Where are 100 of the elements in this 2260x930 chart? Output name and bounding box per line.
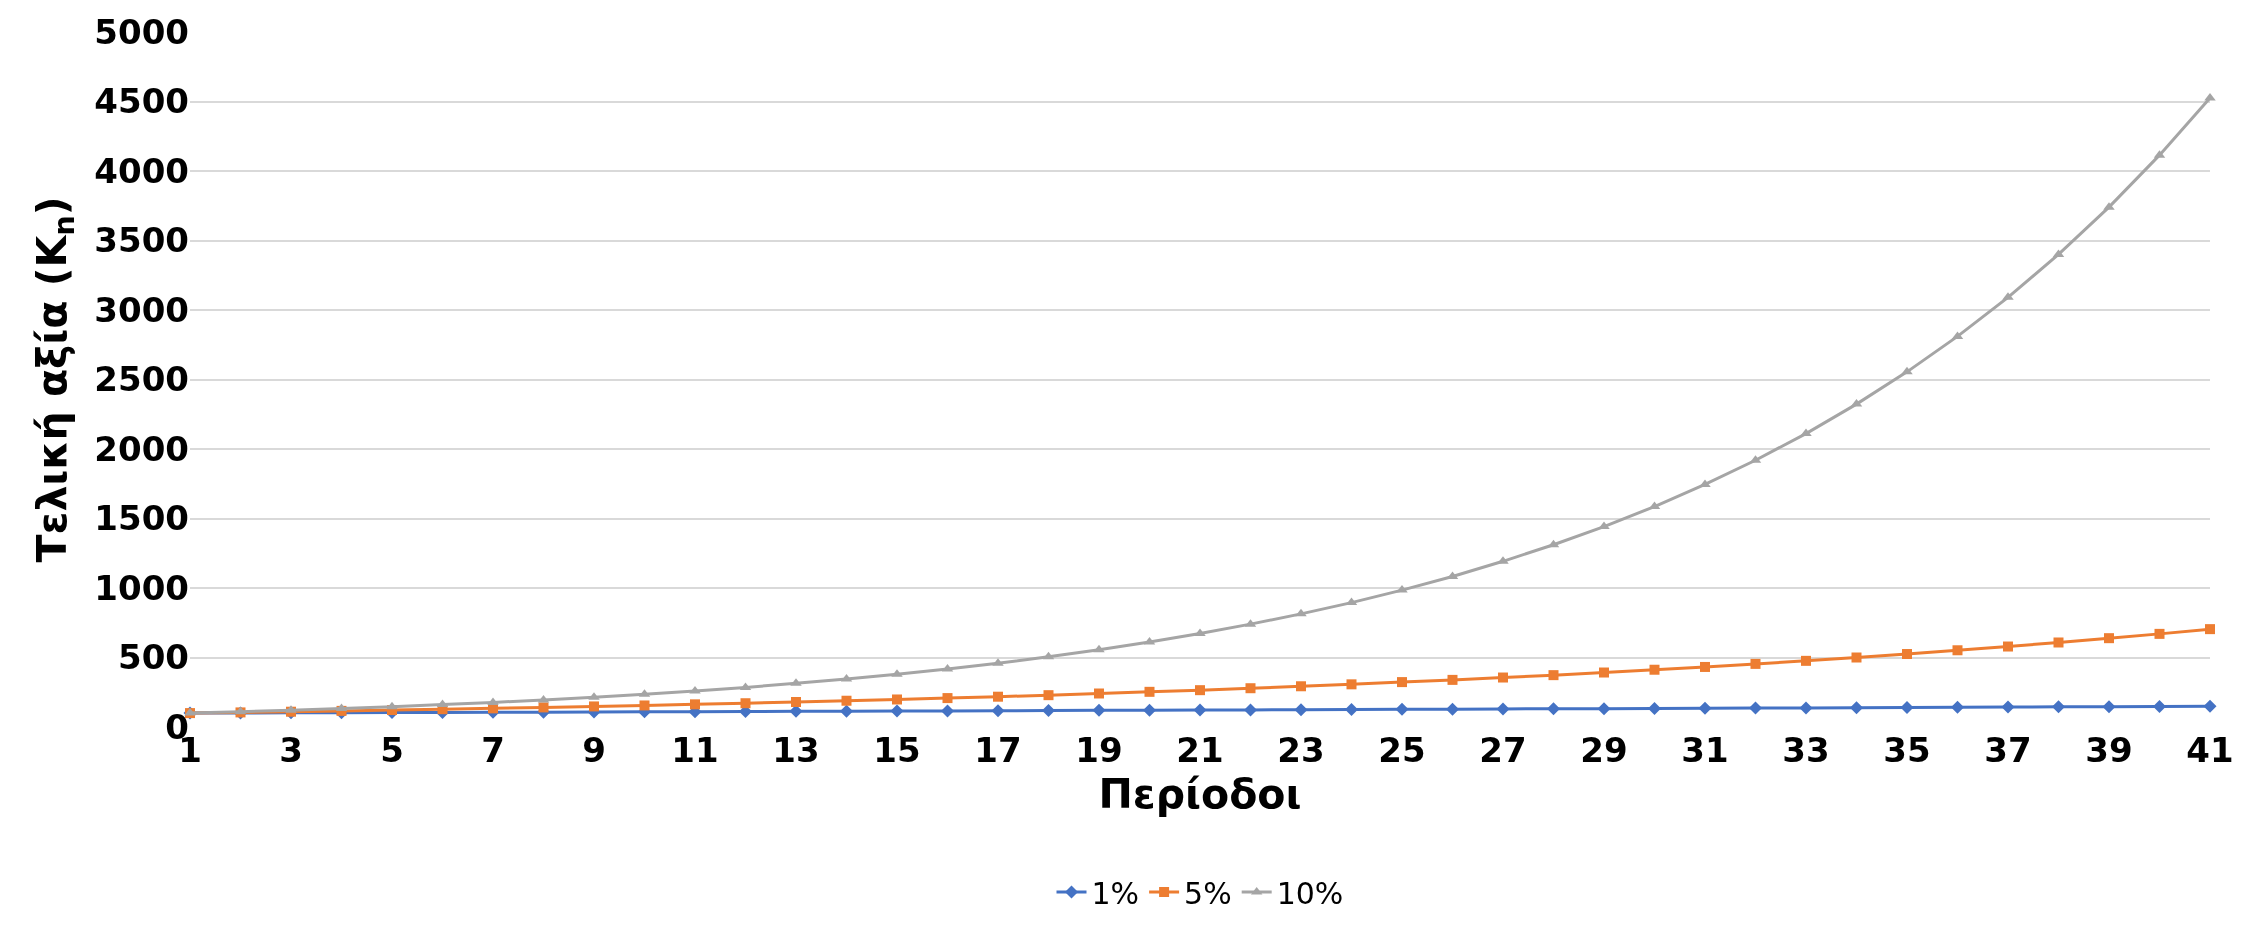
point — [589, 701, 599, 712]
point — [791, 696, 801, 707]
point — [1902, 649, 1912, 660]
point — [1599, 667, 1609, 678]
point — [1244, 703, 1257, 717]
x-tick-label: 21 — [1176, 730, 1224, 770]
x-tick-label: 37 — [1984, 730, 2032, 770]
y-tick-label: 4500 — [94, 81, 189, 122]
point — [892, 694, 902, 705]
point — [2205, 624, 2215, 635]
point — [1245, 683, 1256, 694]
point — [639, 700, 650, 711]
point — [1951, 700, 1964, 714]
point — [386, 701, 398, 710]
x-tick-label: 19 — [1075, 730, 1123, 770]
y-tick-label: 5000 — [94, 11, 189, 52]
point — [1750, 658, 1761, 669]
legend-label: 1% — [1091, 875, 1140, 911]
x-tick-label: 31 — [1681, 730, 1729, 770]
x-axis-title: Περίοδοι — [1098, 770, 1302, 818]
point — [1296, 681, 1306, 692]
point — [1395, 702, 1409, 716]
point — [1195, 685, 1205, 696]
point — [1446, 702, 1459, 716]
point — [2154, 628, 2165, 639]
y-tick-label: 1500 — [94, 498, 189, 539]
point — [1496, 702, 1510, 716]
point — [1345, 702, 1358, 716]
point — [1043, 690, 1054, 701]
point — [2053, 637, 2064, 648]
point — [890, 704, 904, 718]
x-tick-label: 17 — [974, 730, 1022, 770]
x-tick-label: 35 — [1883, 730, 1931, 770]
legend-label: 10% — [1276, 875, 1344, 911]
point — [1698, 701, 1712, 715]
point — [1649, 664, 1660, 675]
x-tick-label: 39 — [2085, 730, 2133, 770]
point — [2104, 633, 2114, 644]
point — [690, 699, 700, 710]
point — [1800, 428, 1812, 437]
x-tick-label: 5 — [380, 730, 404, 770]
point — [1648, 702, 1661, 716]
x-tick-label: 7 — [481, 730, 505, 770]
y-tick-label: 3000 — [94, 289, 189, 330]
point — [1801, 655, 1811, 666]
x-tick-label: 33 — [1782, 730, 1830, 770]
x-tick-label: 29 — [1580, 730, 1628, 770]
legend-label: 5% — [1184, 875, 1232, 911]
point — [2001, 700, 2015, 714]
x-tick-label: 27 — [1479, 730, 1527, 770]
point — [1749, 701, 1762, 715]
point — [1498, 672, 1508, 683]
point — [1143, 703, 1156, 717]
point — [1094, 688, 1104, 699]
point — [1093, 644, 1105, 653]
x-tick-label: 25 — [1378, 730, 1426, 770]
point — [1092, 703, 1106, 717]
y-tick-label: 500 — [118, 637, 189, 678]
point — [1144, 686, 1155, 697]
point — [1597, 702, 1611, 716]
y-tick-label: 2500 — [94, 359, 189, 400]
y-tick-label: 4000 — [94, 150, 189, 191]
point — [1346, 679, 1357, 690]
x-tick-label: 41 — [2186, 730, 2234, 770]
point — [538, 702, 549, 713]
point — [942, 693, 953, 704]
y-tick-label: 2000 — [94, 428, 189, 469]
point — [2102, 700, 2116, 714]
point — [1548, 670, 1559, 681]
y-tick-label: 3500 — [94, 220, 189, 261]
x-tick-label: 15 — [873, 730, 921, 770]
point — [991, 704, 1005, 718]
point — [1799, 701, 1813, 715]
point — [2153, 700, 2166, 714]
x-tick-label: 9 — [582, 730, 606, 770]
point — [2003, 641, 2013, 652]
point — [1397, 677, 1407, 688]
point — [941, 704, 954, 718]
point — [1447, 674, 1458, 685]
x-tick-label: 11 — [671, 730, 719, 770]
point — [2203, 699, 2217, 713]
x-tick-label: 23 — [1277, 730, 1325, 770]
point — [841, 695, 852, 706]
point — [1193, 703, 1207, 717]
point — [1042, 704, 1055, 718]
point — [1700, 661, 1710, 672]
point — [1294, 703, 1308, 717]
point — [1295, 608, 1307, 617]
point — [740, 698, 751, 709]
point — [840, 704, 853, 718]
point — [1900, 701, 1914, 715]
point — [2052, 700, 2065, 714]
point — [1547, 702, 1560, 716]
point — [993, 691, 1003, 702]
x-tick-label: 13 — [772, 730, 820, 770]
point — [1851, 652, 1862, 663]
point — [1952, 645, 1963, 656]
y-tick-label: 1000 — [94, 567, 189, 608]
x-tick-label: 3 — [279, 730, 303, 770]
point — [1850, 701, 1863, 715]
